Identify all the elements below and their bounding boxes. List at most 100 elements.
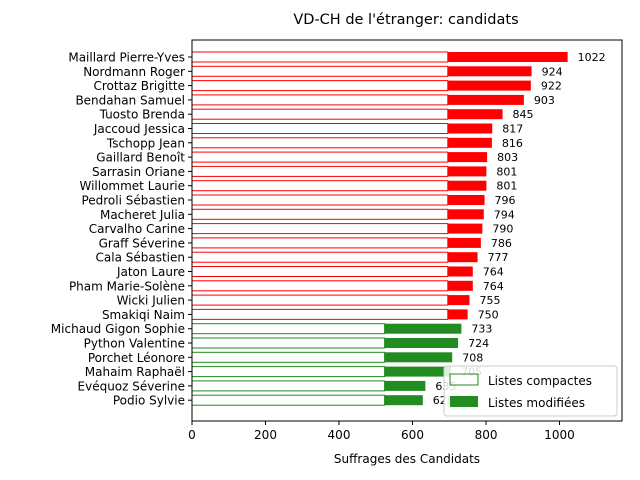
bar-modified bbox=[447, 252, 478, 263]
y-tick-label: Macheret Julia bbox=[100, 208, 185, 222]
bar-modified bbox=[447, 266, 473, 277]
bar-modified bbox=[447, 137, 492, 148]
value-label: 801 bbox=[496, 180, 517, 193]
y-tick-label: Mahaim Raphaël bbox=[85, 365, 185, 379]
bar-compact bbox=[191, 123, 449, 134]
x-tick-label: 0 bbox=[188, 428, 196, 442]
bar-modified bbox=[384, 338, 459, 348]
chart-title: VD-CH de l'étranger: candidats bbox=[293, 12, 518, 28]
y-tick-label: Crottaz Brigitte bbox=[93, 79, 185, 93]
value-label: 803 bbox=[497, 151, 518, 164]
bar-compact bbox=[191, 280, 449, 292]
bar-compact bbox=[191, 108, 449, 120]
value-label: 796 bbox=[495, 194, 516, 207]
bar-compact bbox=[191, 380, 386, 392]
bar-compact bbox=[191, 180, 449, 192]
value-label: 801 bbox=[496, 165, 517, 178]
legend-label-compact: Listes compactes bbox=[488, 374, 592, 388]
bar-modified bbox=[384, 352, 453, 363]
x-tick-label: 400 bbox=[328, 428, 351, 442]
y-tick-label: Jaccoud Jessica bbox=[93, 122, 185, 136]
y-tick-label: Porchet Léonore bbox=[88, 351, 185, 365]
value-label: 708 bbox=[462, 351, 483, 364]
legend-swatch-modified bbox=[450, 396, 478, 407]
bar-modified bbox=[447, 80, 531, 91]
bar-modified bbox=[447, 152, 488, 163]
bar-compact bbox=[191, 366, 386, 378]
x-tick-label: 1000 bbox=[544, 428, 575, 442]
y-tick-label: Smakiqi Naim bbox=[102, 308, 185, 322]
bar-modified bbox=[447, 309, 468, 320]
bar-modified bbox=[447, 66, 532, 77]
bar-modified bbox=[384, 395, 423, 406]
bar-modified bbox=[447, 123, 493, 134]
bar-compact bbox=[191, 308, 449, 320]
y-tick-label: Cala Sébastien bbox=[96, 251, 185, 265]
value-label: 817 bbox=[502, 123, 523, 136]
bar-modified bbox=[384, 380, 426, 391]
y-tick-label: Maillard Pierre-Yves bbox=[68, 51, 185, 65]
y-tick-label: Sarrasin Oriane bbox=[92, 165, 185, 179]
bar-modified bbox=[447, 223, 483, 234]
legend-box bbox=[443, 365, 618, 417]
y-tick-label: Gaillard Benoît bbox=[96, 151, 185, 165]
value-label: 786 bbox=[491, 237, 512, 250]
x-tick-label: 600 bbox=[401, 428, 424, 442]
y-tick-label: Tuosto Brenda bbox=[99, 108, 185, 122]
y-tick-label: Nordmann Roger bbox=[83, 65, 185, 79]
legend: Listes compactes Listes modifiées bbox=[443, 365, 618, 417]
y-tick-label: Podio Sylvie bbox=[113, 394, 185, 408]
x-tick-label: 200 bbox=[254, 428, 277, 442]
y-tick-label: Pham Marie-Solène bbox=[69, 279, 185, 293]
y-tick-label: Willommet Laurie bbox=[79, 179, 185, 193]
bar-modified bbox=[447, 295, 470, 306]
bar-compact bbox=[191, 80, 449, 92]
value-label: 724 bbox=[468, 337, 489, 350]
value-labels: 1022924922903845817816803801801796794790… bbox=[433, 51, 606, 407]
bar-compact bbox=[191, 165, 449, 177]
bar-compact bbox=[191, 237, 449, 249]
bar-compact bbox=[191, 208, 449, 220]
y-tick-label: Tschopp Jean bbox=[106, 136, 185, 150]
value-label: 903 bbox=[534, 94, 555, 107]
value-label: 1022 bbox=[578, 51, 606, 64]
y-tick-label: Jaton Laure bbox=[116, 265, 185, 279]
bar-compact bbox=[191, 294, 449, 306]
x-axis-ticks: 0 200 400 600 800 1000 bbox=[188, 421, 575, 442]
bar-modified bbox=[447, 109, 503, 120]
value-label: 794 bbox=[494, 208, 515, 221]
y-tick-label: Evéquoz Séverine bbox=[78, 379, 185, 393]
y-tick-label: Python Valentine bbox=[84, 337, 185, 351]
value-label: 790 bbox=[492, 223, 513, 236]
bar-compact bbox=[191, 351, 386, 363]
bar-compact bbox=[191, 251, 449, 263]
value-label: 750 bbox=[478, 308, 499, 321]
bar-compact bbox=[191, 151, 449, 163]
y-tick-label: Graff Séverine bbox=[99, 236, 185, 250]
bar-compact bbox=[191, 51, 449, 63]
bar-compact bbox=[191, 394, 386, 406]
bar-compact bbox=[191, 266, 449, 277]
bar-modified bbox=[447, 52, 568, 62]
legend-swatch-compact bbox=[449, 373, 479, 386]
bar-modified bbox=[447, 166, 487, 177]
value-label: 733 bbox=[471, 323, 492, 336]
value-label: 777 bbox=[488, 251, 509, 264]
y-tick-label: Pedroli Sébastien bbox=[81, 194, 185, 208]
value-label: 755 bbox=[479, 294, 500, 307]
value-label: 922 bbox=[541, 80, 562, 93]
bar-modified bbox=[447, 180, 487, 191]
bar-modified bbox=[447, 237, 481, 248]
y-tick-label: Bendahan Samuel bbox=[75, 93, 185, 107]
legend-label-modified: Listes modifiées bbox=[488, 396, 585, 410]
axes-frame bbox=[191, 39, 623, 422]
y-tick-label: Wicki Julien bbox=[117, 294, 185, 308]
bar-modified bbox=[447, 209, 484, 220]
y-tick-label: Michaud Gigon Sophie bbox=[51, 322, 185, 336]
value-label: 764 bbox=[483, 266, 504, 279]
bar-modified bbox=[384, 323, 462, 334]
x-axis-label: Suffrages des Candidats bbox=[334, 452, 480, 466]
bar-compact bbox=[191, 65, 449, 77]
bar-modified bbox=[447, 94, 524, 105]
value-label: 845 bbox=[513, 108, 534, 121]
